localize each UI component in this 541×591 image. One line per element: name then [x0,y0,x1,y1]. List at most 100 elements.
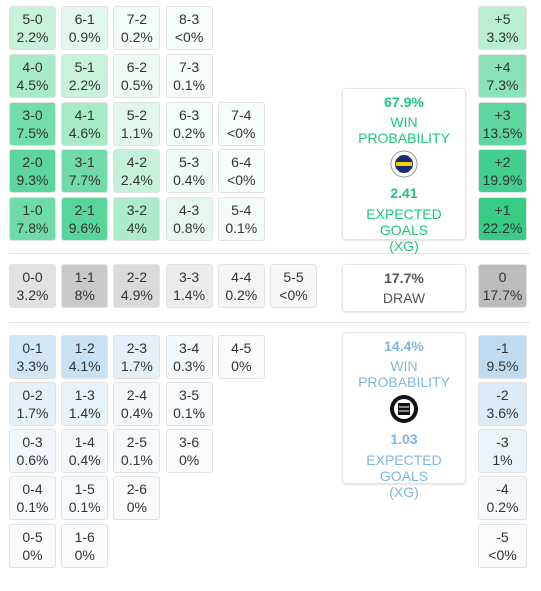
score-label: 2-3 [126,340,147,356]
score-cell: 2-4 0.4% [113,382,161,426]
away-xg: 1.03 [390,431,418,447]
score-pct: 2.2% [16,29,49,45]
score-pct: 0.1% [173,77,206,93]
score-pct: 0.2% [486,499,519,515]
score-pct: 1.7% [120,358,153,374]
score-pct: 1.4% [173,287,206,303]
score-label: 2-4 [126,387,147,403]
score-label: 6-4 [231,154,252,170]
score-label: 2-5 [126,434,147,450]
score-label: 1-2 [74,340,95,356]
score-cell: 0 17.7% [478,264,527,308]
home-logo [390,150,418,178]
score-label: 1-4 [74,434,95,450]
score-pct: 17.7% [482,287,523,303]
draw-panel: 17.7% DRAW [342,264,466,312]
score-cell: 7-2 0.2% [113,6,161,50]
score-label: 7-2 [126,11,147,27]
score-label: 8-3 [178,11,200,27]
away-panel: 14.4% WIN PROBABILITY 1.03 EXPECTED GOAL… [342,332,466,500]
score-cell: 1-4 0.4% [61,429,109,473]
score-cell: 2-0 9.3% [9,149,56,193]
score-pct: 0% [74,547,95,563]
score-pct: 0.1% [120,452,153,468]
score-label: 7-4 [231,107,252,123]
score-label: 3-3 [178,269,200,285]
score-cell: 2-6 0% [113,476,161,520]
score-pct: 2.4% [120,172,153,188]
draw-label: DRAW [382,290,426,306]
score-label: 5-5 [283,269,304,285]
score-label: 4-5 [231,340,252,356]
score-pct: 0.4% [120,405,153,421]
separator [9,322,530,323]
score-cell: 2-5 0.1% [113,429,161,473]
score-label: 3-0 [22,107,43,123]
score-label: 1-3 [74,387,95,403]
score-label: 1-5 [74,481,95,497]
home-win-label: WIN PROBABILITY [358,114,450,146]
score-cell: +2 19.9% [478,149,527,193]
score-label: 4-3 [178,202,200,218]
score-pct: 0.2% [173,125,206,141]
away-win-label: WIN PROBABILITY [358,358,450,390]
score-pct: 0.2% [120,29,153,45]
score-cell: 6-4 <0% [217,149,265,193]
score-cell: 7-3 0.1% [165,54,213,98]
score-cell: 8-3 <0% [165,6,213,50]
score-pct: 4% [126,220,147,236]
score-cell: 7-4 <0% [217,102,265,146]
score-cell: 3-4 0.3% [165,335,213,379]
score-cell: 6-2 0.5% [113,54,161,98]
score-pct: 19.9% [482,172,523,188]
score-pct: 7.5% [16,125,49,141]
score-pct: 3.3% [486,29,519,45]
score-label: 5-3 [178,154,200,170]
score-pct: 4.5% [16,77,49,93]
score-label: -5 [496,529,509,545]
score-pct: 4.9% [120,287,153,303]
score-label: +4 [494,59,511,75]
score-cell: 5-2 1.1% [113,102,161,146]
score-cell: 3-6 0% [165,429,213,473]
score-pct: 9.3% [16,172,49,188]
score-cell: 1-5 0.1% [61,476,109,520]
score-pct: 0% [22,547,43,563]
score-label: 0-4 [22,481,43,497]
score-label: 0-5 [22,529,43,545]
score-pct: 1.4% [68,405,101,421]
score-cell: +5 3.3% [478,6,527,50]
score-cell: 0-4 0.1% [9,476,56,520]
score-pct: 0.1% [173,405,206,421]
score-cell: 5-0 2.2% [9,6,56,50]
score-cell: 1-1 8% [61,264,109,308]
score-cell: 5-3 0.4% [165,149,213,193]
score-cell: 0-5 0% [9,524,56,568]
score-pct: 3.3% [16,358,49,374]
score-cell: 1-6 0% [61,524,109,568]
score-pct: 1.1% [120,125,153,141]
score-cell: -2 3.6% [478,382,527,426]
score-label: 3-5 [178,387,200,403]
score-cell: 4-5 0% [217,335,265,379]
score-label: 1-1 [74,269,95,285]
score-label: 3-4 [178,340,200,356]
score-pct: 22.2% [482,220,523,236]
score-label: 3-6 [178,434,200,450]
score-pct: 0% [178,452,200,468]
score-label: 1-0 [22,202,43,218]
score-label: 5-1 [74,59,95,75]
score-cell: 5-4 0.1% [217,197,265,241]
score-cell: 2-3 1.7% [113,335,161,379]
score-label: +3 [494,107,511,123]
score-cell: 2-1 9.6% [61,197,109,241]
score-cell: 6-1 0.9% [61,6,109,50]
score-label: 7-3 [178,59,200,75]
score-cell: -5 <0% [478,524,527,568]
score-pct: 0.2% [225,287,258,303]
score-cell: 4-0 4.5% [9,54,56,98]
score-label: -2 [496,387,509,403]
score-pct: <0% [174,29,204,45]
score-label: +1 [494,202,511,218]
